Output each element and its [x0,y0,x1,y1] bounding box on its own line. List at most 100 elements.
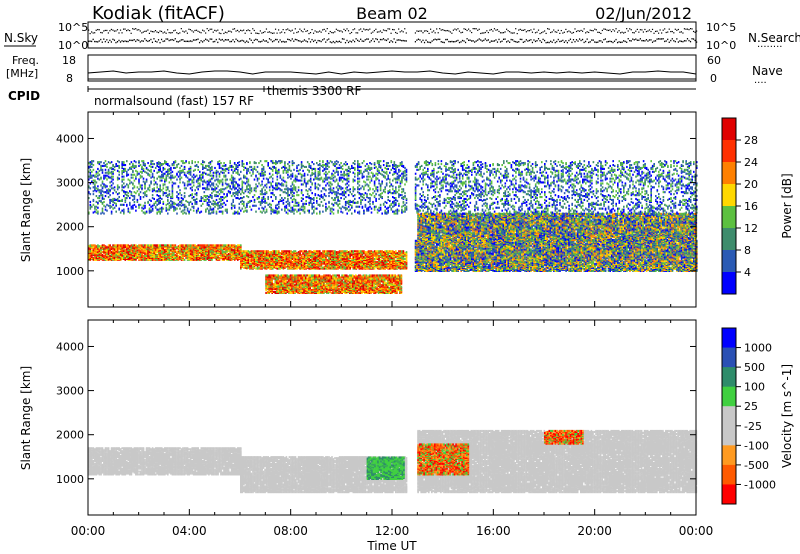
nsearch-dot [187,33,188,34]
nsky-dot [152,42,153,43]
data-cell [99,245,101,247]
nsky-dot [498,39,499,40]
nsearch-dot [276,33,277,34]
nsearch-dot [640,29,641,30]
nsearch-dot [597,32,598,33]
nsky-dot [179,40,180,41]
nsky-dot [565,40,566,41]
nsearch-dot [380,30,381,31]
nsky-dot [371,40,372,41]
nsearch-dot [562,32,563,33]
beam-title: Beam 02 [356,4,428,23]
nsky-dot [634,39,635,40]
nsearch-dot [424,30,425,31]
nsearch-dot [403,31,404,32]
nsearch-dot [448,30,449,31]
nsearch-dot [313,33,314,34]
station-title: Kodiak (fitACF) [92,3,225,24]
nsearch-dot [156,31,157,32]
data-cell [93,248,95,250]
nsky-dot [521,39,522,40]
nsearch-dot [185,30,186,31]
nsearch-dot [585,32,586,33]
nsky-dot [170,39,171,40]
nsky-dot [573,39,574,40]
nsearch-dot [451,33,452,34]
nsearch-dot [345,30,346,31]
data-cell [112,257,114,259]
nsky-dot [527,40,528,41]
nsearch-dot [511,32,512,33]
nsearch-dot [336,29,337,30]
nsearch-dot [532,32,533,33]
nsearch-dot [608,30,609,31]
nsearch-dot [383,29,384,30]
cpid-panel: CPID normalsound (fast) 157 RF themis 33… [8,84,696,108]
nsearch-dot [489,30,490,31]
nsearch-dot [504,31,505,32]
nsearch-dot [141,32,142,33]
nsky-dot [162,41,163,42]
nsearch-dot [615,28,616,29]
data-cell [91,244,93,246]
nsky-dot [419,39,420,40]
nsky-dot [307,41,308,42]
nsky-dot [372,38,373,39]
nsearch-dot [267,32,268,33]
nsearch-dot [473,28,474,29]
nsky-dot [404,40,405,41]
nsearch-dot [111,29,112,30]
nsky-dot [129,40,130,41]
nsearch-dot [596,29,597,30]
nsearch-dot [682,32,683,33]
nsearch-dot [340,30,341,31]
nsearch-dot [283,29,284,30]
nsearch-dot [617,32,618,33]
nsky-dot [226,39,227,40]
nsky-dot [109,40,110,41]
nsearch-dot [273,32,274,33]
nsearch-dot [394,29,395,30]
nsky-dot [631,40,632,41]
nsearch-dot [588,32,589,33]
nsearch-dot [184,31,185,32]
nsearch-dot [159,30,160,31]
nsky-dot [585,41,586,42]
nsky-dot [538,38,539,39]
nsearch-dot [90,33,91,34]
nsky-dot [400,39,401,40]
nsearch-dot [495,30,496,31]
nsearch-dot [158,32,159,33]
nsky-dot [94,41,95,42]
nsearch-dot [576,31,577,32]
nsearch-dot [99,29,100,30]
nsky-dot [392,41,393,42]
nsearch-dot [663,30,664,31]
nsearch-dot [684,28,685,29]
nsky-dot [667,39,668,40]
nsky-dot [354,41,355,42]
nsky-dot [625,41,626,42]
nsearch-dot [503,32,504,33]
nsearch-dot [232,29,233,30]
nsky-dot [603,39,604,40]
nsky-dot [185,41,186,42]
nsky-dot [257,39,258,40]
nsky-dot [173,40,174,41]
nsky-dot [322,39,323,40]
nsearch-dot [427,31,428,32]
nsky-dot [383,38,384,39]
nsearch-dot [292,30,293,31]
nsearch-dot [182,31,183,32]
nsearch-dot [269,31,270,32]
nsearch-dot [384,30,385,31]
nsearch-dot [593,30,594,31]
nsearch-dot [333,32,334,33]
nsky-dot [112,39,113,40]
nsky-panel: N.Sky 10^5 10^0 N.Search ········ 10^5 1… [4,21,800,53]
nsearch-dot [134,29,135,30]
nsky-dot [559,41,560,42]
nsearch-dot [311,29,312,30]
nsky-dot [196,39,197,40]
nsearch-dot [217,30,218,31]
